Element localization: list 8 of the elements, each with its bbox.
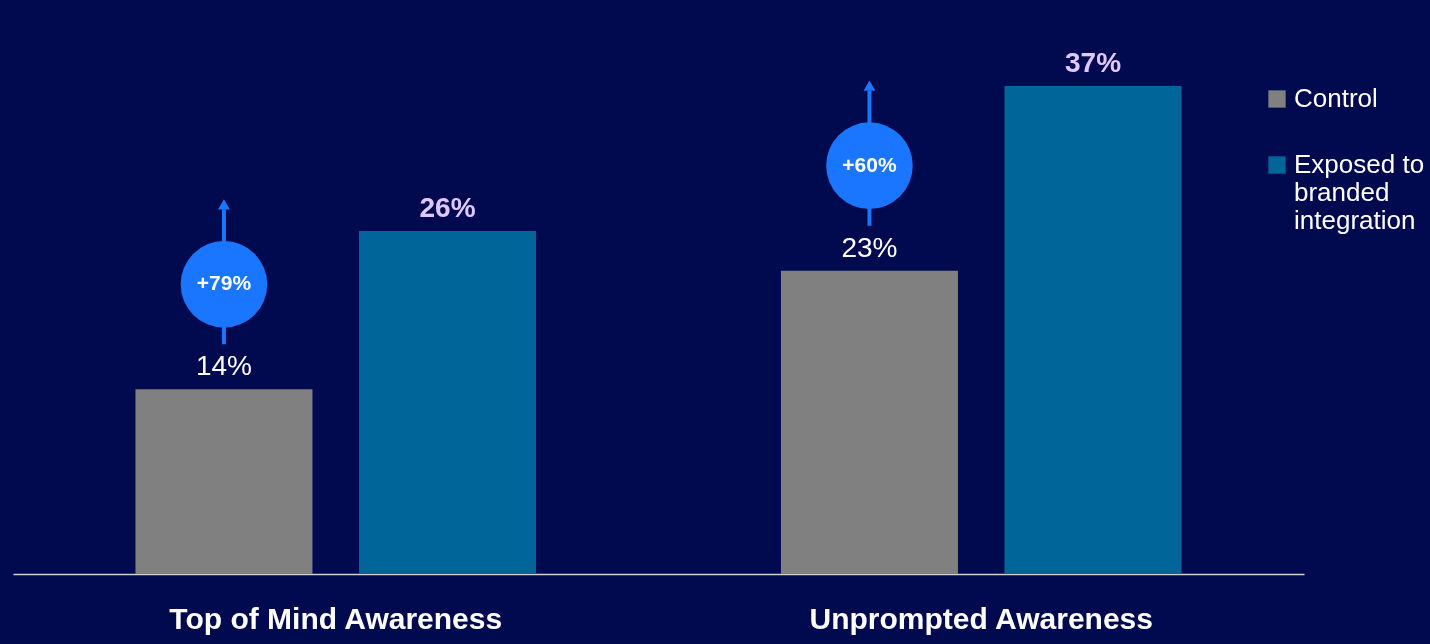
annotation: +79% (196, 271, 252, 295)
x-tick-label: Unprompted Awareness (809, 601, 1153, 635)
data-label: 14% (195, 350, 252, 382)
data-label: 23% (841, 231, 898, 263)
legend-label: Exposed to branded integration (1294, 149, 1425, 235)
legend-label: Control (1294, 83, 1378, 113)
x-tick-label: Top of Mind Awareness (169, 601, 503, 635)
data-label: 37% (1065, 47, 1122, 78)
